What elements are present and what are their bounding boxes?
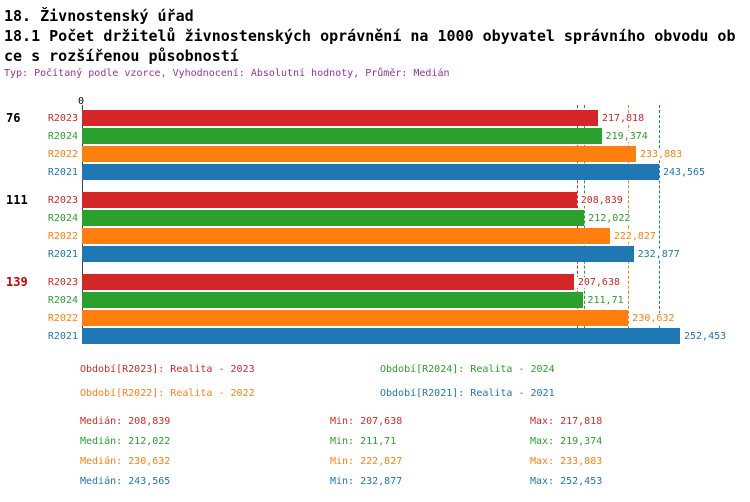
stat-min-2: Min: 211,71 — [330, 436, 397, 447]
bar-76-r2021 — [82, 164, 659, 180]
bar-value-label: 211,71 — [586, 295, 625, 306]
bar-111-r2022 — [82, 228, 610, 244]
bar-value-label: 243,565 — [661, 167, 707, 178]
stat-min-4: Min: 232,877 — [330, 476, 403, 487]
chart-legend: Období[R2023]: Realita - 2023 Období[R202… — [0, 364, 750, 412]
median-line-r2022 — [628, 105, 630, 344]
page-title: 18. Živnostenský úřad — [4, 7, 194, 25]
series-label-r2021: R2021 — [47, 167, 78, 178]
chart-meta: Typ: Počítaný podle vzorce, Vyhodnocení:… — [4, 68, 450, 79]
series-label-r2024: R2024 — [47, 213, 78, 224]
bar-139-r2024 — [82, 292, 584, 308]
stat-median-2: Medián: 212,022 — [80, 436, 171, 447]
legend-item-3: Období[R2022]: Realita - 2022 — [80, 388, 255, 399]
bar-139-r2022 — [82, 310, 629, 326]
series-label-r2023: R2023 — [47, 277, 78, 288]
stat-median-1: Medián: 208,839 — [80, 416, 171, 427]
stat-max-3: Max: 233,883 — [530, 456, 603, 467]
bar-value-label: 217,818 — [600, 113, 646, 124]
series-label-r2022: R2022 — [47, 313, 78, 324]
group-label-111: 111 — [6, 193, 28, 207]
bar-value-label: 230,632 — [631, 313, 676, 324]
series-label-r2022: R2022 — [47, 231, 78, 242]
bar-value-label: 233,883 — [639, 149, 684, 160]
chart-stats: Medián: 208,839 Min: 207,638 Max: 217,818 M… — [0, 416, 750, 502]
bar-value-label: 222,827 — [612, 231, 657, 242]
bar-139-r2023 — [82, 274, 574, 290]
bar-111-r2024 — [82, 210, 585, 226]
series-label-r2023: R2023 — [47, 113, 78, 124]
stat-median-4: Medián: 243,565 — [80, 476, 171, 487]
series-label-r2022: R2022 — [47, 149, 78, 160]
series-label-r2024: R2024 — [47, 295, 78, 306]
bar-76-r2024 — [82, 128, 602, 144]
page-subtitle-line1: 18.1 Počet držitelů živnostenských opráv… — [4, 27, 736, 45]
bar-139-r2021 — [82, 328, 680, 344]
stat-max-2: Max: 219,374 — [530, 436, 603, 447]
series-label-r2021: R2021 — [47, 249, 78, 260]
group-label-76: 76 — [6, 111, 21, 125]
bar-value-label: 208,839 — [579, 195, 624, 206]
median-line-r2021 — [658, 105, 660, 344]
series-label-r2023: R2023 — [47, 195, 78, 206]
bar-chart: 0 76 R2023 217,818 R2024 219,374 R2022 233,883 R… — [0, 96, 750, 348]
group-label-139: 139 — [6, 275, 28, 289]
series-label-r2024: R2024 — [47, 131, 78, 142]
bar-111-r2021 — [82, 246, 634, 262]
series-label-r2021: R2021 — [47, 331, 78, 342]
stat-min-1: Min: 207,638 — [330, 416, 403, 427]
stat-max-4: Max: 252,453 — [530, 476, 603, 487]
bar-76-r2022 — [82, 146, 636, 162]
legend-item-2: Období[R2024]: Realita - 2024 — [380, 364, 555, 375]
bar-value-label: 207,638 — [576, 277, 621, 288]
stat-min-3: Min: 222,827 — [330, 456, 403, 467]
bar-value-label: 212,022 — [587, 213, 632, 224]
legend-item-4: Období[R2021]: Realita - 2021 — [380, 388, 555, 399]
bar-value-label: 232,877 — [636, 249, 681, 260]
stat-max-1: Max: 217,818 — [530, 416, 603, 427]
median-line-r2024 — [584, 105, 586, 344]
bar-111-r2023 — [82, 192, 577, 208]
legend-item-1: Období[R2023]: Realita - 2023 — [80, 364, 255, 375]
origin-tick-label: 0 — [78, 96, 85, 107]
bar-value-label: 219,374 — [604, 131, 649, 142]
bar-value-label: 252,453 — [683, 331, 728, 342]
page-subtitle-line2: ce s rozšířenou působností — [4, 47, 239, 65]
stat-median-3: Medián: 230,632 — [80, 456, 171, 467]
bar-76-r2023 — [82, 110, 598, 126]
